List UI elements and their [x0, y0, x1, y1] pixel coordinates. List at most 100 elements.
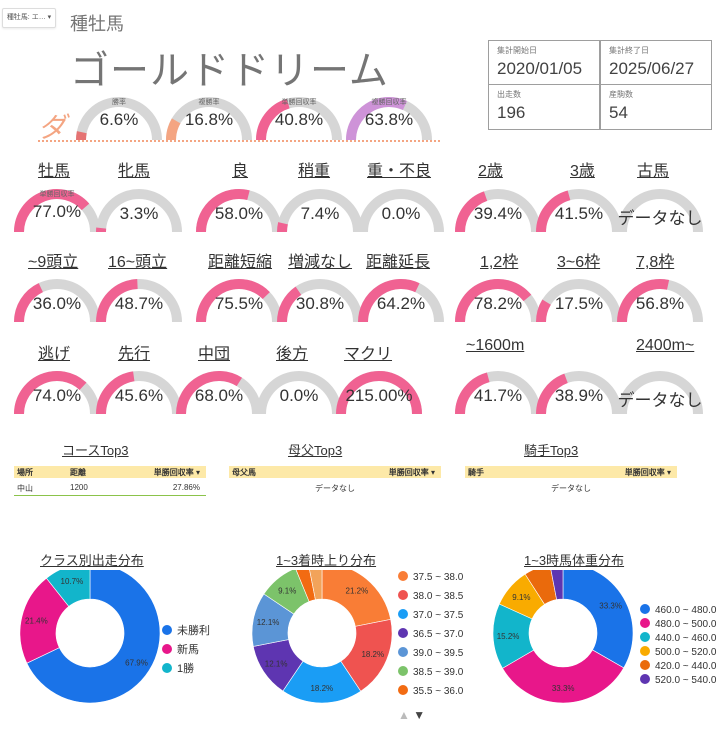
damsire-table: 母父馬 単勝回収率 ▾ データなし — [229, 466, 441, 496]
section-header-age: 古馬 — [637, 163, 670, 180]
gauge-label: 複勝率 — [198, 99, 220, 106]
gauge-track — [358, 189, 444, 233]
gauge-fill — [336, 371, 422, 415]
slice-label: 15.2% — [497, 632, 520, 641]
section-header-going: 重・不良 — [367, 163, 432, 180]
gauge-gate: 78.2% — [455, 274, 541, 330]
top-gauge: 複勝率 16.8% — [166, 92, 252, 148]
legend-item[interactable]: 1勝 — [162, 660, 194, 676]
slice-label: 18.2% — [361, 650, 384, 659]
legend-dot-icon — [162, 644, 172, 654]
gauge-arc — [76, 97, 162, 141]
gauge-track — [277, 189, 363, 233]
section-header-dist_change: 距離延長 — [366, 254, 431, 271]
horse-filter-control[interactable]: 種牡馬: エ… ▾ — [2, 8, 56, 28]
section-header-style: 先行 — [118, 346, 151, 363]
legend-item[interactable]: 39.0 ~ 39.5 — [398, 647, 463, 659]
legend-item[interactable]: 420.0 ~ 440.0 — [640, 660, 716, 672]
pie-slice[interactable] — [562, 570, 634, 669]
gauge-gate: 17.5% — [536, 274, 622, 330]
legend-item[interactable]: 440.0 ~ 460.0 — [640, 632, 716, 644]
section-header-gate: 3~6枠 — [557, 254, 601, 271]
gauge-arc — [358, 279, 444, 323]
section-header-dist_change: 増減なし — [288, 254, 353, 271]
legend-label: 480.0 ~ 500.0 — [655, 619, 717, 630]
info-label: 産駒数 — [609, 90, 633, 99]
col-header-win-return[interactable]: 単勝回収率 ▾ — [624, 468, 671, 477]
gauge-fill — [196, 189, 250, 233]
gauge-value: 17.5% — [554, 294, 604, 313]
legend-item[interactable]: 37.5 ~ 38.0 — [398, 571, 463, 583]
pie-slice[interactable] — [550, 570, 564, 600]
legend-item[interactable]: 未勝利 — [162, 622, 210, 638]
legend-label: 未勝利 — [177, 625, 210, 637]
gauge-fill — [14, 283, 44, 323]
gauge-age: 39.4% — [455, 184, 541, 240]
legend-item[interactable]: 35.5 ~ 36.0 — [398, 685, 463, 697]
gauge-fill — [96, 279, 138, 323]
legend-label: 520.0 ~ 540.0 — [655, 675, 717, 686]
legend-pagination: ▲ ▼ — [398, 708, 425, 722]
pie-slice[interactable] — [26, 570, 161, 704]
info-label: 出走数 — [497, 90, 521, 99]
gauge-arc — [14, 189, 100, 233]
gauge-value: 6.6% — [99, 110, 139, 129]
legend-dot-icon — [162, 663, 172, 673]
legend-dot-icon — [398, 666, 408, 676]
gauge-value: 16.8% — [184, 110, 234, 129]
gauge-arc — [455, 279, 541, 323]
legend-label: 500.0 ~ 520.0 — [655, 647, 717, 658]
gauge-style: 215.00% — [336, 366, 422, 422]
gauge-value: 56.8% — [635, 294, 685, 313]
slice-label: 33.3% — [552, 684, 575, 693]
legend-item[interactable]: 520.0 ~ 540.0 — [640, 674, 716, 686]
legend-dot-icon — [398, 590, 408, 600]
legend-item[interactable]: 36.5 ~ 37.0 — [398, 628, 463, 640]
gauge-value: 68.0% — [194, 386, 244, 405]
pie-slice[interactable] — [321, 570, 392, 627]
legend-label: 36.5 ~ 37.0 — [413, 629, 464, 640]
gauge-arc — [256, 371, 342, 415]
legend-item[interactable]: 新馬 — [162, 641, 199, 657]
gauge-arc — [256, 97, 342, 141]
legend-label: 37.5 ~ 38.0 — [413, 572, 464, 583]
info-end-date: 集計終了日 2025/06/27 — [600, 40, 712, 86]
page-up-icon[interactable]: ▲ — [398, 708, 410, 722]
legend-item[interactable]: 500.0 ~ 520.0 — [640, 646, 716, 658]
gauge-value: データなし — [617, 209, 703, 228]
gauge-value: 0.0% — [279, 386, 319, 405]
col-header-win-return[interactable]: 単勝回収率 ▾ — [153, 468, 200, 477]
legend-item[interactable]: 37.0 ~ 37.5 — [398, 609, 463, 621]
course-table: 場所 距離 単勝回収率 ▾ 中山 1200 27.86% — [14, 466, 206, 496]
legend-item[interactable]: 38.0 ~ 38.5 — [398, 590, 463, 602]
gauge-fill — [166, 118, 181, 141]
gauge-value: 41.5% — [554, 204, 604, 223]
gauge-fill — [617, 279, 670, 323]
pie-slice[interactable] — [502, 649, 625, 704]
gauge-arc — [617, 371, 703, 415]
pie-slice[interactable] — [308, 570, 323, 600]
class-chart-title: クラス別出走分布 — [40, 553, 144, 568]
gauge-arc — [536, 279, 622, 323]
weight-chart-title: 1~3時馬体重分布 — [524, 553, 625, 568]
legend-label: 37.0 ~ 37.5 — [413, 610, 464, 621]
legend-label: 35.5 ~ 36.0 — [413, 686, 464, 697]
gauge-arc — [196, 189, 282, 233]
legend-item[interactable]: 38.5 ~ 39.0 — [398, 666, 463, 678]
legend-item[interactable]: 460.0 ~ 480.0 — [640, 604, 716, 616]
legend-dot-icon — [640, 618, 650, 628]
page-down-icon[interactable]: ▼ — [413, 708, 426, 722]
gauge-distance: 41.7% — [455, 366, 541, 422]
col-header-win-return[interactable]: 単勝回収率 ▾ — [388, 468, 435, 477]
gauge-track — [256, 371, 342, 415]
pie-slice[interactable] — [45, 570, 91, 607]
section-header-style: 後方 — [276, 346, 309, 363]
top-gauge: 単勝回収率 40.8% — [256, 92, 342, 148]
col-header-distance: 距離 — [70, 468, 86, 477]
legend-label: 38.5 ~ 39.0 — [413, 667, 464, 678]
section-header-gate: 1,2枠 — [480, 254, 519, 271]
legend-dot-icon — [640, 632, 650, 642]
legend-label: 39.0 ~ 39.5 — [413, 648, 464, 659]
section-header-style: 逃げ — [38, 346, 71, 363]
legend-item[interactable]: 480.0 ~ 500.0 — [640, 618, 716, 630]
